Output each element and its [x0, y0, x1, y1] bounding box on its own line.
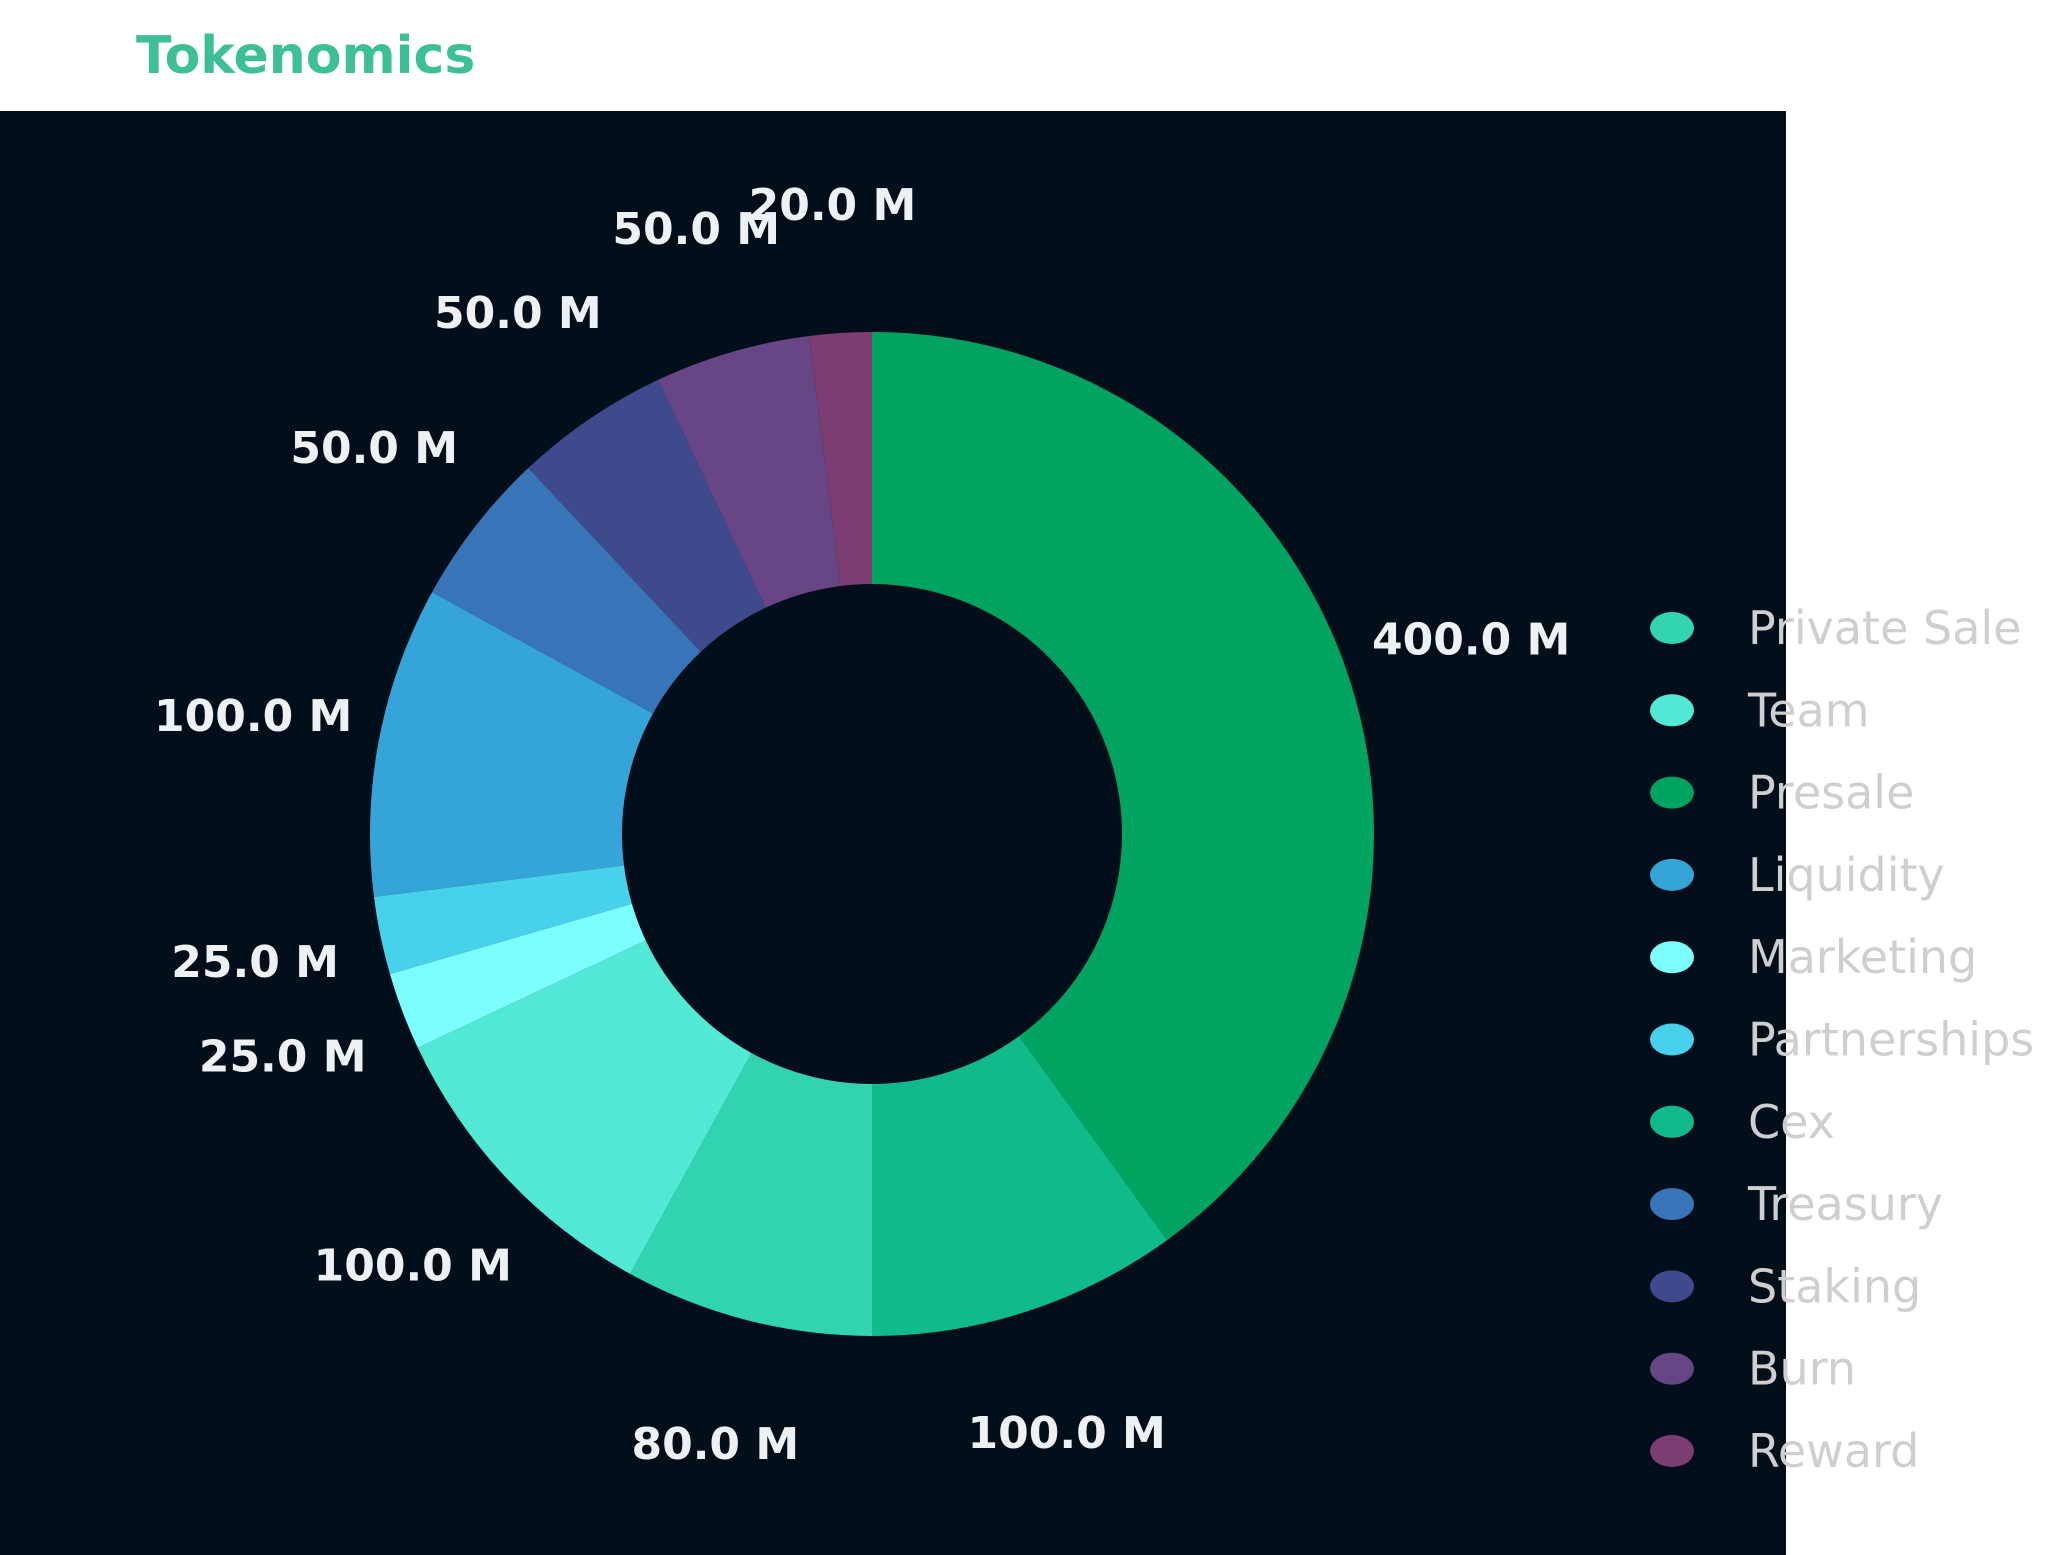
chart-slices [370, 332, 1375, 1336]
legend-swatch-partnerships [1650, 1023, 1694, 1056]
data-label-staking: 50.0 M [434, 288, 602, 339]
legend-label-treasury: Treasury [1747, 1177, 1943, 1231]
legend-swatch-private-sale [1650, 612, 1694, 644]
legend-swatch-reward [1650, 1435, 1694, 1467]
legend-swatch-team [1650, 694, 1694, 727]
legend-item-staking: Staking [1650, 1259, 1921, 1313]
legend-label-presale: Presale [1748, 766, 1914, 820]
legend-item-partnerships: Partnerships [1650, 1013, 2034, 1067]
slice-cex [872, 1036, 1168, 1336]
slice-team [417, 940, 752, 1274]
legend-label-cex: Cex [1748, 1095, 1835, 1149]
chart-data-labels: 400.0 M 100.0 M 80.0 M 100.0 M 25.0 M 25.0 M 1… [154, 180, 1570, 1470]
data-label-marketing: 25.0 M [199, 1032, 367, 1083]
legend-label-team: Team [1747, 683, 1870, 737]
slice-liquidity [370, 592, 653, 897]
slice-partnerships [373, 865, 632, 975]
legend-label-private-sale: Private Sale [1748, 601, 2021, 655]
page-title: Tokenomics [136, 26, 476, 86]
slice-burn [658, 335, 841, 608]
legend-item-presale: Presale [1650, 766, 1914, 820]
data-label-team: 100.0 M [314, 1240, 512, 1291]
slice-reward [809, 332, 872, 586]
data-label-burn: 50.0 M [612, 204, 780, 255]
chart-legend: Private Sale Team Presale Liquidity Marketin… [1650, 601, 2034, 1478]
data-label-reward: 20.0 M [749, 180, 917, 231]
legend-swatch-burn [1650, 1352, 1694, 1385]
legend-label-staking: Staking [1748, 1259, 1921, 1313]
slice-private-sale [630, 1053, 872, 1336]
legend-swatch-presale [1650, 776, 1694, 809]
legend-label-partnerships: Partnerships [1748, 1013, 2034, 1067]
data-label-partnerships: 25.0 M [171, 937, 339, 988]
slice-marketing [389, 903, 646, 1048]
data-label-liquidity: 100.0 M [154, 691, 352, 742]
legend-label-marketing: Marketing [1748, 930, 1977, 984]
slice-staking [528, 379, 766, 652]
legend-item-team: Team [1650, 683, 1870, 737]
data-label-private-sale: 80.0 M [631, 1419, 799, 1470]
legend-label-liquidity: Liquidity [1748, 848, 1945, 902]
data-label-presale: 400.0 M [1372, 614, 1570, 665]
legend-item-treasury: Treasury [1650, 1177, 1943, 1231]
legend-label-burn: Burn [1748, 1342, 1856, 1396]
legend-swatch-staking [1650, 1270, 1694, 1303]
legend-swatch-treasury [1650, 1188, 1694, 1221]
legend-swatch-cex [1650, 1105, 1694, 1138]
legend-item-reward: Reward [1650, 1424, 1919, 1478]
data-label-treasury: 50.0 M [290, 423, 458, 474]
legend-label-reward: Reward [1748, 1424, 1919, 1478]
legend-swatch-liquidity [1650, 858, 1694, 891]
legend-item-burn: Burn [1650, 1342, 1856, 1396]
legend-item-cex: Cex [1650, 1095, 1835, 1149]
legend-item-marketing: Marketing [1650, 930, 1977, 984]
slice-presale [872, 332, 1375, 1241]
legend-item-private-sale: Private Sale [1650, 601, 2021, 655]
slice-treasury [432, 468, 701, 714]
legend-swatch-marketing [1650, 941, 1694, 974]
data-label-cex: 100.0 M [968, 1408, 1166, 1459]
legend-item-liquidity: Liquidity [1650, 848, 1945, 902]
